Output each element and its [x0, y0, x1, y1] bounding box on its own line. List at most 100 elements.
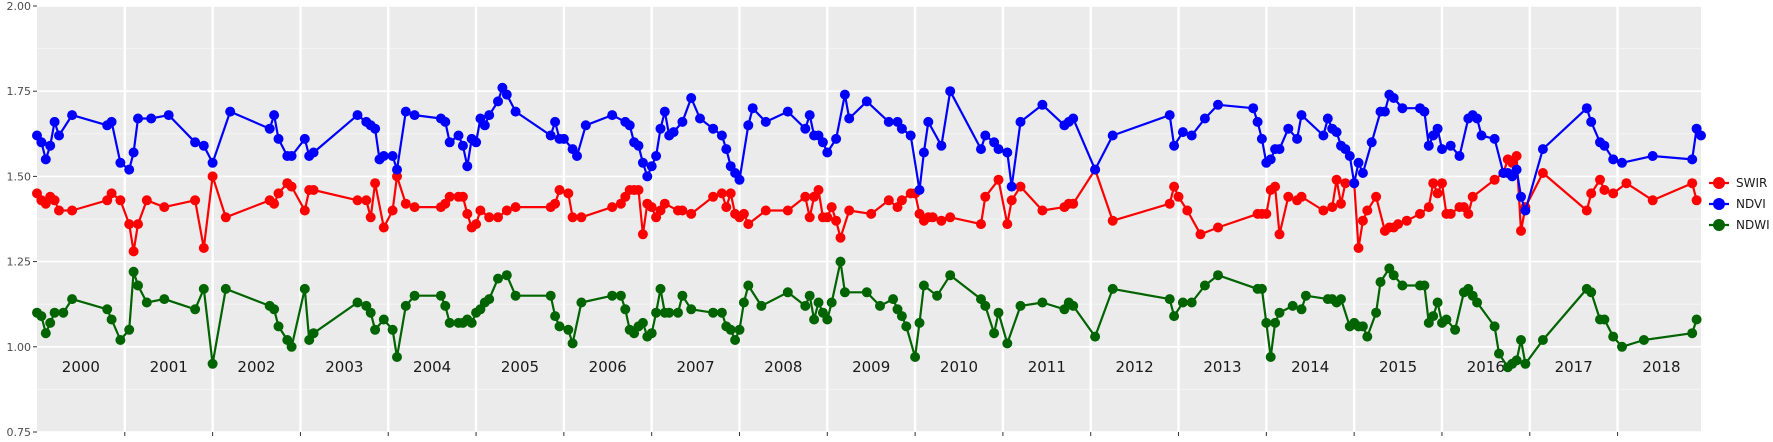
data-point	[501, 205, 512, 216]
data-point	[225, 106, 236, 117]
data-point	[1037, 99, 1048, 110]
data-point	[1511, 355, 1522, 366]
data-point	[1401, 215, 1412, 226]
data-point	[677, 205, 688, 216]
data-point	[861, 287, 872, 298]
year-label: 2014	[1291, 358, 1329, 376]
data-point	[124, 324, 135, 335]
data-point	[67, 205, 78, 216]
data-point	[163, 110, 174, 121]
data-point	[67, 110, 78, 121]
data-point	[378, 222, 389, 233]
data-point	[1687, 154, 1698, 165]
data-point	[133, 113, 143, 124]
data-point	[572, 151, 582, 161]
data-point	[1454, 151, 1465, 161]
data-point	[1617, 341, 1627, 352]
data-point	[637, 317, 648, 328]
data-point	[1687, 178, 1698, 189]
data-point	[1423, 202, 1434, 213]
data-point	[945, 86, 956, 97]
data-point	[708, 191, 719, 202]
data-point	[716, 130, 727, 141]
data-point	[392, 164, 402, 175]
data-point	[1691, 195, 1702, 206]
data-point	[1581, 103, 1592, 114]
data-point	[190, 137, 201, 148]
data-point	[286, 341, 297, 352]
data-point	[501, 270, 512, 281]
data-point	[716, 307, 727, 318]
data-point	[1353, 157, 1364, 168]
data-point	[1423, 140, 1434, 151]
data-point	[471, 219, 482, 230]
data-point	[1520, 358, 1531, 369]
data-point	[607, 290, 618, 301]
data-point	[49, 195, 60, 206]
data-point	[1248, 103, 1259, 114]
legend-key-ndwi	[1713, 219, 1725, 231]
data-point	[207, 171, 218, 182]
data-point	[1002, 338, 1013, 349]
data-point	[651, 151, 662, 161]
data-point	[896, 195, 907, 206]
year-label: 2003	[325, 358, 363, 376]
data-point	[1595, 174, 1605, 185]
data-point	[1296, 191, 1307, 202]
year-label: 2018	[1642, 358, 1680, 376]
data-point	[400, 198, 411, 209]
data-point	[1608, 188, 1619, 199]
data-point	[58, 307, 69, 318]
data-point	[159, 294, 170, 305]
data-point	[1300, 290, 1311, 301]
data-point	[607, 202, 618, 213]
data-point	[817, 137, 828, 148]
data-point	[695, 113, 705, 124]
data-point	[554, 321, 565, 332]
data-point	[545, 290, 556, 301]
year-label: 2010	[940, 358, 978, 376]
data-point	[1397, 280, 1408, 291]
data-point	[299, 133, 310, 144]
year-label: 2000	[62, 358, 100, 376]
data-point	[1340, 178, 1351, 189]
data-point	[1107, 215, 1118, 226]
data-point	[633, 185, 644, 195]
data-point	[1006, 181, 1017, 192]
data-point	[1006, 195, 1017, 206]
data-point	[493, 96, 503, 107]
data-point	[826, 297, 837, 308]
data-point	[1537, 144, 1548, 155]
data-point	[822, 147, 833, 158]
data-point	[1182, 205, 1193, 216]
data-point	[36, 311, 47, 322]
data-point	[1169, 311, 1180, 322]
data-point	[835, 256, 846, 267]
data-point	[1107, 130, 1118, 141]
data-point	[936, 215, 947, 226]
series-ndwi	[32, 256, 1702, 373]
data-point	[299, 283, 310, 294]
data-point	[875, 300, 885, 311]
data-point	[945, 270, 956, 281]
data-point	[1186, 297, 1197, 308]
data-point	[721, 202, 732, 213]
data-point	[440, 300, 451, 311]
data-point	[1397, 103, 1408, 114]
data-point	[352, 110, 363, 121]
data-point	[1511, 164, 1522, 175]
data-point	[1252, 116, 1263, 127]
data-point	[1015, 181, 1026, 192]
data-point	[1516, 335, 1526, 345]
data-point	[839, 287, 850, 298]
data-point	[888, 294, 899, 305]
data-point	[1494, 348, 1504, 359]
data-point	[128, 246, 139, 257]
data-point	[1177, 297, 1188, 308]
data-point	[471, 137, 482, 148]
data-point	[1621, 178, 1632, 189]
data-point	[1437, 144, 1447, 155]
data-point	[708, 307, 719, 318]
legend-key-swir	[1713, 177, 1725, 189]
year-label: 2002	[237, 358, 275, 376]
